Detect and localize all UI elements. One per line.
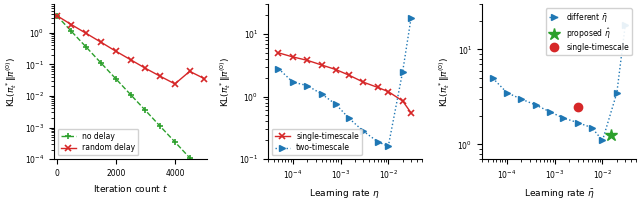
no delay: [141, 109, 149, 112]
no delay: [53, 14, 61, 17]
single-timescale: [332, 68, 340, 71]
random delay: [127, 59, 134, 61]
Line: single-timescale: single-timescale: [275, 50, 414, 116]
different $\bar{\eta}$: [621, 24, 629, 27]
two-timescale: [317, 93, 325, 95]
Y-axis label: KL$(\pi^*_t\|\pi^{(0)})$: KL$(\pi^*_t\|\pi^{(0)})$: [437, 57, 452, 107]
X-axis label: Learning rate $\bar{\eta}$: Learning rate $\bar{\eta}$: [524, 187, 595, 200]
Legend: no delay, random delay: no delay, random delay: [58, 129, 138, 155]
no delay: [201, 172, 209, 175]
no delay: [97, 62, 105, 64]
different $\bar{\eta}$: [547, 111, 554, 113]
random delay: [186, 70, 193, 73]
two-timescale: [345, 117, 353, 120]
Y-axis label: KL$(\pi^*_t\|\pi^{(0)})$: KL$(\pi^*_t\|\pi^{(0)})$: [218, 57, 234, 107]
no delay: [156, 125, 164, 128]
different $\bar{\eta}$: [503, 92, 511, 94]
single-timescale: [374, 86, 381, 89]
no delay: [83, 46, 90, 48]
random delay: [83, 32, 90, 35]
random delay: [141, 67, 149, 70]
Legend: different $\bar{\eta}$, proposed $\hat{\eta}$, single-timescale: different $\bar{\eta}$, proposed $\hat{\…: [545, 8, 632, 55]
two-timescale: [407, 17, 415, 19]
different $\bar{\eta}$: [518, 98, 525, 100]
single-timescale: [407, 112, 415, 114]
different $\bar{\eta}$: [573, 121, 581, 124]
different $\bar{\eta}$: [532, 104, 540, 106]
single-timescale: [289, 56, 297, 58]
no delay: [186, 157, 193, 159]
random delay: [68, 23, 76, 26]
random delay: [112, 50, 120, 52]
X-axis label: Learning rate $\eta$: Learning rate $\eta$: [309, 187, 380, 200]
two-timescale: [289, 81, 297, 83]
two-timescale: [399, 70, 406, 73]
Line: different $\bar{\eta}$: different $\bar{\eta}$: [490, 22, 628, 143]
random delay: [171, 83, 179, 85]
single-timescale: [303, 59, 311, 62]
single-timescale: [317, 64, 325, 66]
no delay: [127, 93, 134, 96]
single-timescale: [399, 100, 406, 102]
two-timescale: [275, 67, 282, 70]
two-timescale: [385, 145, 392, 147]
random delay: [53, 14, 61, 17]
X-axis label: Iteration count $t$: Iteration count $t$: [93, 183, 168, 194]
no delay: [112, 78, 120, 80]
single-timescale: [360, 81, 367, 83]
different $\bar{\eta}$: [489, 77, 497, 79]
random delay: [156, 75, 164, 78]
random delay: [97, 41, 105, 43]
random delay: [201, 78, 209, 80]
Y-axis label: KL$(\pi^*_t\|\pi^{(0)})$: KL$(\pi^*_t\|\pi^{(0)})$: [4, 57, 19, 107]
Line: random delay: random delay: [54, 12, 207, 87]
two-timescale: [360, 130, 367, 132]
single-timescale: [385, 90, 392, 93]
Legend: single-timescale, two-timescale: single-timescale, two-timescale: [272, 129, 362, 155]
two-timescale: [303, 84, 311, 87]
Line: no delay: no delay: [54, 12, 207, 177]
no delay: [171, 141, 179, 143]
Line: two-timescale: two-timescale: [276, 15, 414, 149]
single-timescale: [275, 52, 282, 54]
different $\bar{\eta}$: [588, 126, 596, 129]
single-timescale: [345, 74, 353, 76]
two-timescale: [332, 103, 340, 106]
different $\bar{\eta}$: [559, 117, 567, 119]
two-timescale: [374, 141, 381, 143]
different $\bar{\eta}$: [613, 92, 621, 94]
different $\bar{\eta}$: [598, 139, 606, 142]
no delay: [68, 30, 76, 33]
